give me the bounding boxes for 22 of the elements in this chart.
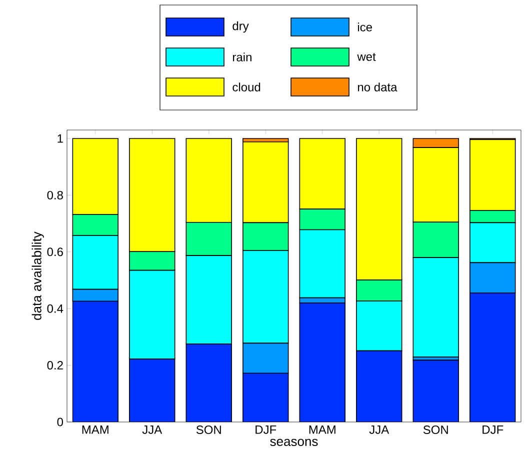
legend-label: rain bbox=[233, 52, 252, 62]
y-tick-label: 0.6 bbox=[47, 248, 63, 256]
x-axis-title: seasons bbox=[270, 438, 318, 446]
legend-label: no data bbox=[358, 82, 398, 92]
legend-label: dry bbox=[232, 21, 249, 33]
x-tick-label: MAM bbox=[82, 426, 108, 434]
x-tick-label: DJF bbox=[482, 426, 504, 434]
x-tick-label: SON bbox=[423, 426, 448, 434]
legend-label: ice bbox=[358, 22, 372, 32]
x-tick-label: SON bbox=[196, 426, 221, 434]
y-tick-label: 0.4 bbox=[47, 304, 64, 313]
y-tick-label: 0.2 bbox=[47, 361, 63, 370]
x-tick-label: JJA bbox=[142, 426, 162, 434]
y-axis-title: data availability bbox=[32, 232, 44, 320]
x-tick-label: MAM bbox=[309, 426, 336, 434]
y-tick-label: 0 bbox=[57, 418, 64, 426]
x-tick-label: DJF bbox=[256, 426, 276, 434]
legend-label: wet bbox=[357, 53, 376, 61]
x-tick-label: JJA bbox=[369, 426, 390, 434]
y-tick-label: 0.8 bbox=[47, 190, 63, 200]
y-tick-label: 1 bbox=[58, 134, 63, 143]
legend-label: cloud bbox=[232, 82, 260, 92]
